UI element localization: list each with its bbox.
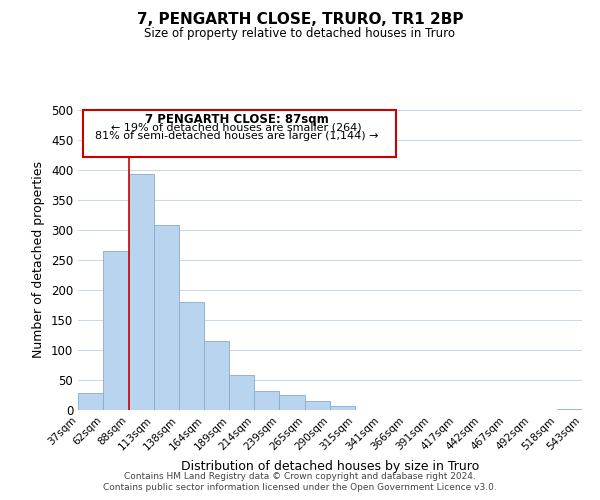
Bar (229, 375, 254, 410)
Bar (154, 224, 179, 410)
Bar (179, 302, 205, 410)
Bar (279, 395, 305, 410)
Text: Contains public sector information licensed under the Open Government Licence v3: Contains public sector information licen… (103, 484, 497, 492)
X-axis label: Distribution of detached houses by size in Truro: Distribution of detached houses by size … (181, 460, 479, 473)
Bar (254, 391, 279, 410)
Y-axis label: Number of detached properties: Number of detached properties (32, 162, 46, 358)
Bar (103, 251, 129, 410)
Bar (78, 392, 103, 410)
Text: 7, PENGARTH CLOSE, TRURO, TR1 2BP: 7, PENGARTH CLOSE, TRURO, TR1 2BP (137, 12, 463, 28)
Bar (129, 174, 154, 410)
Text: Contains HM Land Registry data © Crown copyright and database right 2024.: Contains HM Land Registry data © Crown c… (124, 472, 476, 481)
Text: Size of property relative to detached houses in Truro: Size of property relative to detached ho… (145, 28, 455, 40)
Bar (205, 341, 229, 410)
Bar (557, 409, 582, 410)
Bar (330, 406, 355, 410)
Text: ← 19% of detached houses are smaller (264): ← 19% of detached houses are smaller (26… (112, 122, 362, 132)
Bar (305, 401, 330, 410)
FancyBboxPatch shape (83, 110, 395, 156)
Text: 7 PENGARTH CLOSE: 87sqm: 7 PENGARTH CLOSE: 87sqm (145, 113, 329, 126)
Text: 81% of semi-detached houses are larger (1,144) →: 81% of semi-detached houses are larger (… (95, 131, 379, 141)
